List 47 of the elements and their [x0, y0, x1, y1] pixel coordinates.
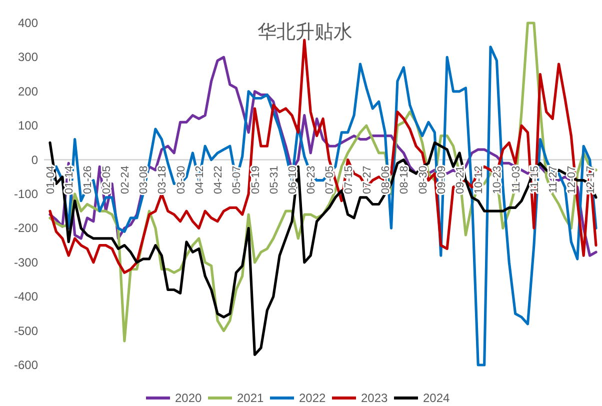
chart-title: 华北升贴水: [258, 22, 352, 43]
legend-label: 2023: [361, 391, 388, 405]
x-tick-label: 08-06: [380, 166, 392, 194]
y-tick-label: -300: [14, 255, 38, 270]
x-tick-label: 01-04: [45, 166, 57, 194]
y-tick-label: 300: [18, 50, 38, 64]
legend-label: 2020: [175, 391, 202, 405]
x-tick-label: 10-12: [473, 166, 486, 194]
x-tick-label: 09-21: [454, 166, 466, 194]
x-tick-label: 10-23: [492, 166, 504, 194]
x-tick-label: 06-23: [306, 166, 318, 194]
x-tick-label: 08-30: [417, 166, 430, 194]
legend-label: 2022: [299, 391, 326, 405]
x-tick-label: 02-24: [119, 166, 132, 194]
y-tick-label: 100: [18, 118, 38, 133]
x-tick-label: 04-12: [194, 166, 206, 194]
x-tick-label: 01-14: [64, 166, 76, 194]
x-tick-label: 03-08: [138, 166, 150, 194]
x-tick-label: 02-05: [100, 166, 113, 194]
x-tick-label: 07-27: [361, 166, 374, 194]
x-tick-label: 07-15: [342, 166, 355, 194]
y-tick-label: -500: [14, 324, 38, 338]
x-tick-label: 03-18: [156, 166, 169, 194]
x-tick-label: 11-03: [510, 166, 522, 194]
y-tick-label: -400: [14, 290, 38, 304]
y-tick-label: -200: [14, 221, 38, 236]
x-tick-label: 12-17: [584, 166, 597, 194]
x-tick-label: 04-22: [212, 166, 225, 194]
x-tick-label: 05-19: [250, 166, 262, 194]
x-tick-label: 03-30: [175, 166, 188, 194]
x-tick-label: 07-05: [324, 166, 336, 194]
x-tick-label: 05-31: [268, 166, 280, 194]
x-tick-label: 12-07: [566, 166, 578, 194]
x-tick-label: 01-26: [82, 166, 94, 194]
x-tick-label: 08-18: [398, 166, 411, 194]
x-tick-label: 11-27: [548, 166, 560, 194]
x-tick-label: 06-10: [286, 166, 299, 194]
legend-label: 2024: [423, 391, 450, 405]
y-tick-label: 200: [18, 84, 38, 98]
x-tick-label: 05-07: [231, 166, 244, 194]
y-tick-label: 400: [18, 16, 38, 30]
y-tick-label: 0: [31, 152, 38, 167]
x-tick-label: 09-09: [436, 166, 448, 194]
legend-label: 2021: [237, 391, 264, 405]
x-tick-label: 11-15: [528, 166, 541, 194]
y-tick-label: -100: [14, 187, 38, 201]
y-tick-label: -600: [14, 358, 38, 372]
